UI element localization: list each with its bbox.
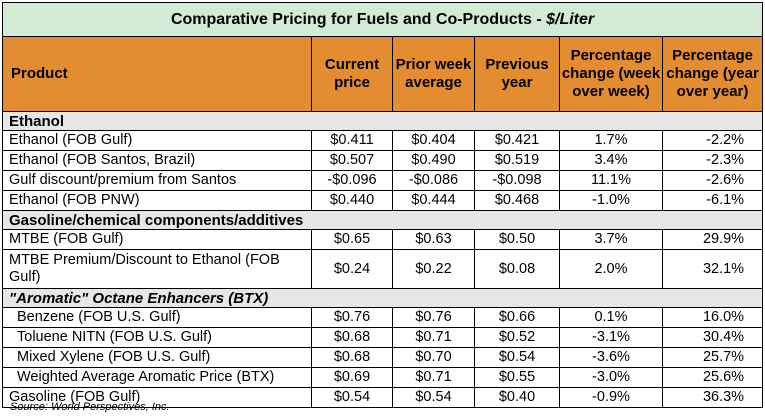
title-text: Comparative Pricing for Fuels and Co-Pro… — [170, 10, 547, 28]
previous-year: $0.55 — [474, 367, 560, 388]
pct-change-wow: 3.4% — [559, 150, 663, 171]
header-previous-year: Previous year — [474, 36, 560, 112]
current-price: $0.68 — [311, 327, 393, 348]
pct-change-yoy: 29.9% — [661, 229, 764, 250]
table-row: Ethanol (FOB Gulf) $0.411 $0.404 $0.421 … — [2, 130, 764, 151]
title-unit: $/Liter — [546, 10, 595, 28]
pct-change-yoy: -6.1% — [661, 190, 764, 211]
section-label: Gasoline/chemical components/additives — [1, 210, 764, 230]
pct-change-yoy: 25.6% — [661, 367, 764, 388]
section-header-gasoline-components: Gasoline/chemical components/additives — [1, 210, 764, 230]
previous-year: -$0.098 — [474, 170, 560, 191]
pct-change-wow: -3.6% — [559, 347, 663, 368]
table-title: Comparative Pricing for Fuels and Co-Pro… — [1, 2, 764, 37]
pct-change-yoy: 16.0% — [661, 307, 764, 328]
pct-change-wow: -3.1% — [559, 327, 663, 348]
previous-year: $0.519 — [474, 150, 560, 171]
prior-week-average: $0.71 — [392, 367, 475, 388]
table-row: Gasoline (FOB Gulf) $0.54 $0.54 $0.40 -0… — [2, 387, 764, 408]
header-prior-week-average: Prior week average — [392, 36, 475, 112]
product-name: Ethanol (FOB Gulf) — [2, 130, 312, 151]
pct-change-yoy: 32.1% — [661, 249, 764, 289]
previous-year: $0.54 — [474, 347, 560, 368]
previous-year: $0.08 — [474, 249, 560, 289]
pct-change-yoy: -2.2% — [661, 130, 764, 151]
previous-year: $0.50 — [474, 229, 560, 250]
prior-week-average: $0.490 — [392, 150, 475, 171]
header-current-price: Current price — [311, 36, 393, 112]
pct-change-yoy: -2.3% — [661, 150, 764, 171]
prior-week-average: $0.70 — [392, 347, 475, 368]
current-price: $0.76 — [311, 307, 393, 328]
section-header-aromatic-octane-enhancers: "Aromatic" Octane Enhancers (BTX) — [1, 288, 764, 308]
section-label: Ethanol — [1, 111, 764, 131]
product-name: Gasoline (FOB Gulf) — [2, 387, 312, 408]
product-name: Weighted Average Aromatic Price (BTX) — [2, 367, 312, 388]
current-price: $0.411 — [311, 130, 393, 151]
header-product: Product — [2, 36, 312, 112]
prior-week-average: $0.54 — [392, 387, 475, 408]
product-name: Mixed Xylene (FOB U.S. Gulf) — [2, 347, 312, 368]
previous-year: $0.52 — [474, 327, 560, 348]
pct-change-yoy: 30.4% — [661, 327, 764, 348]
current-price: $0.54 — [311, 387, 393, 408]
table-row: Ethanol (FOB PNW) $0.440 $0.444 $0.468 -… — [2, 190, 764, 211]
pct-change-yoy: 25.7% — [661, 347, 764, 368]
pct-change-yoy: -2.6% — [661, 170, 764, 191]
previous-year: $0.421 — [474, 130, 560, 151]
prior-week-average: $0.404 — [392, 130, 475, 151]
product-name: Gulf discount/premium from Santos — [2, 170, 312, 191]
table-row: Weighted Average Aromatic Price (BTX) $0… — [2, 367, 764, 388]
section-header-ethanol: Ethanol — [1, 111, 764, 131]
pct-change-wow: -0.9% — [559, 387, 663, 408]
pct-change-wow: 11.1% — [559, 170, 663, 191]
product-name: Benzene (FOB U.S. Gulf) — [2, 307, 312, 328]
table-row: Benzene (FOB U.S. Gulf) $0.76 $0.76 $0.6… — [2, 307, 764, 328]
current-price: $0.65 — [311, 229, 393, 250]
table-row: Toluene NITN (FOB U.S. Gulf) $0.68 $0.71… — [2, 327, 764, 348]
previous-year: $0.468 — [474, 190, 560, 211]
prior-week-average: $0.22 — [392, 249, 475, 289]
product-name: MTBE (FOB Gulf) — [2, 229, 312, 250]
current-price: $0.24 — [311, 249, 393, 289]
prior-week-average: $0.63 — [392, 229, 475, 250]
table-row: Mixed Xylene (FOB U.S. Gulf) $0.68 $0.70… — [2, 347, 764, 368]
current-price: -$0.096 — [311, 170, 393, 191]
pct-change-wow: 0.1% — [559, 307, 663, 328]
pct-change-yoy: 36.3% — [661, 387, 764, 408]
pricing-table: Comparative Pricing for Fuels and Co-Pro… — [1, 2, 764, 408]
prior-week-average: $0.444 — [392, 190, 475, 211]
header-row: Product Current price Prior week average… — [2, 36, 764, 112]
header-pct-change-yoy: Percentage change (year over year) — [661, 36, 764, 112]
product-name: Ethanol (FOB PNW) — [2, 190, 312, 211]
table-row: Gulf discount/premium from Santos -$0.09… — [2, 170, 764, 191]
product-name: Toluene NITN (FOB U.S. Gulf) — [2, 327, 312, 348]
prior-week-average: -$0.086 — [392, 170, 475, 191]
table-title-row: Comparative Pricing for Fuels and Co-Pro… — [1, 2, 764, 37]
pct-change-wow: -3.0% — [559, 367, 663, 388]
pricing-table-container: Comparative Pricing for Fuels and Co-Pro… — [1, 2, 764, 408]
section-label: "Aromatic" Octane Enhancers (BTX) — [1, 288, 764, 308]
header-pct-change-wow: Percentage change (week over week) — [559, 36, 663, 112]
prior-week-average: $0.71 — [392, 327, 475, 348]
prior-week-average: $0.76 — [392, 307, 475, 328]
current-price: $0.68 — [311, 347, 393, 368]
current-price: $0.507 — [311, 150, 393, 171]
pct-change-wow: -1.0% — [559, 190, 663, 211]
pct-change-wow: 1.7% — [559, 130, 663, 151]
pct-change-wow: 3.7% — [559, 229, 663, 250]
pct-change-wow: 2.0% — [559, 249, 663, 289]
table-row: Ethanol (FOB Santos, Brazil) $0.507 $0.4… — [2, 150, 764, 171]
current-price: $0.440 — [311, 190, 393, 211]
current-price: $0.69 — [311, 367, 393, 388]
table-row: MTBE (FOB Gulf) $0.65 $0.63 $0.50 3.7% 2… — [2, 229, 764, 250]
table-row: MTBE Premium/Discount to Ethanol (FOB Gu… — [2, 249, 764, 289]
previous-year: $0.40 — [474, 387, 560, 408]
product-name: MTBE Premium/Discount to Ethanol (FOB Gu… — [2, 249, 312, 289]
product-name: Ethanol (FOB Santos, Brazil) — [2, 150, 312, 171]
source-note: Source: World Perspectives, Inc. — [10, 401, 170, 413]
previous-year: $0.66 — [474, 307, 560, 328]
